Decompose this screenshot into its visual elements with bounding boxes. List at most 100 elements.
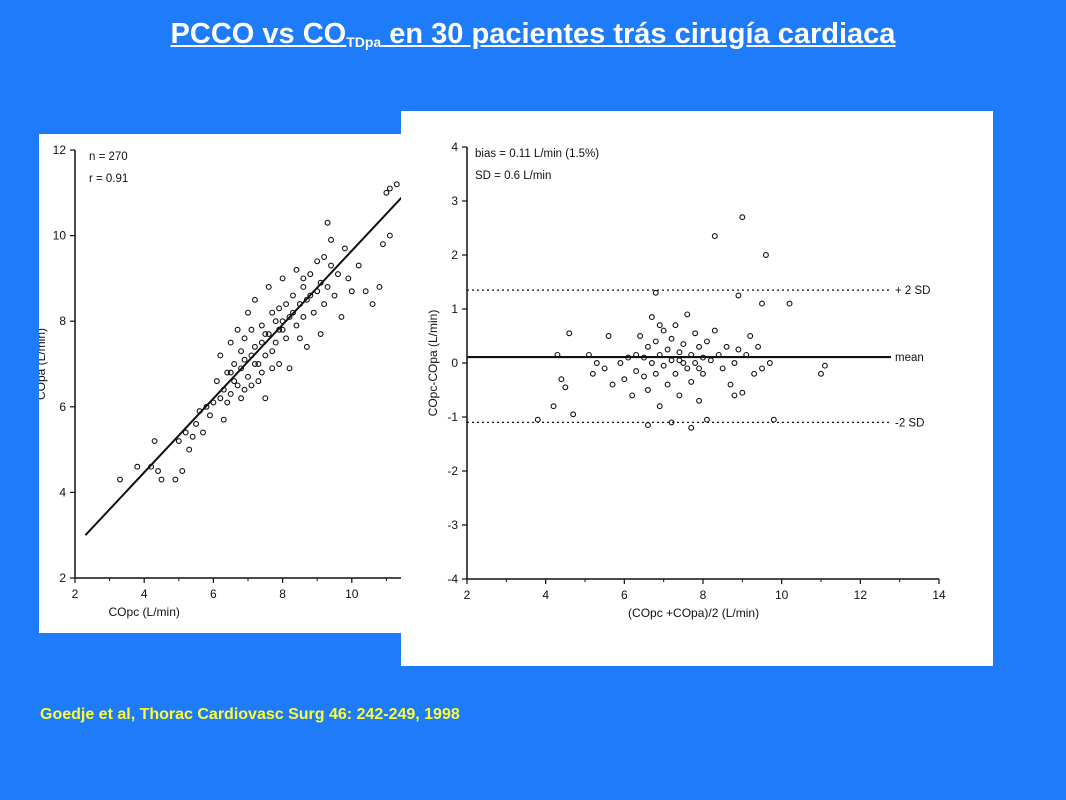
bland-altman-data-point bbox=[570, 411, 577, 418]
bland-altman-data-point bbox=[688, 424, 695, 431]
scatter-data-point bbox=[303, 343, 310, 350]
scatter-data-point bbox=[386, 232, 393, 239]
bland-altman-data-point bbox=[727, 381, 734, 388]
scatter-data-point bbox=[224, 399, 231, 406]
bland-altman-data-point bbox=[731, 392, 738, 399]
bland-altman-data-point bbox=[766, 360, 773, 366]
bland-altman-data-point bbox=[652, 370, 659, 377]
bland-altman-y-tick-label: -1 bbox=[447, 410, 458, 424]
scatter-data-point bbox=[272, 339, 279, 346]
scatter-data-point bbox=[234, 326, 241, 333]
scatter-data-point bbox=[248, 382, 255, 389]
bland-altman-data-point bbox=[566, 330, 573, 337]
scatter-data-point bbox=[296, 335, 303, 342]
scatter-data-point bbox=[155, 468, 161, 474]
bland-altman-data-point bbox=[751, 370, 758, 377]
bland-altman-data-point bbox=[601, 365, 608, 372]
bland-altman-data-point bbox=[644, 343, 651, 350]
scatter-x-tick-label: 6 bbox=[210, 587, 217, 601]
bland-altman-data-point bbox=[668, 357, 675, 364]
scatter-data-point bbox=[148, 463, 155, 470]
scatter-data-point bbox=[265, 331, 272, 337]
bland-altman-data-point bbox=[550, 403, 557, 410]
scatter-data-point bbox=[317, 279, 324, 286]
title-main: PCCO vs CO bbox=[170, 18, 347, 50]
scatter-data-point bbox=[193, 420, 200, 427]
scatter-data-point bbox=[227, 369, 234, 376]
scatter-data-point bbox=[328, 262, 334, 269]
bland-altman-data-point bbox=[562, 384, 569, 391]
bland-altman-data-point bbox=[739, 214, 746, 221]
bland-altman-data-point bbox=[593, 360, 600, 366]
bland-altman-data-point bbox=[664, 381, 671, 388]
bland-altman-data-point bbox=[676, 349, 683, 356]
scatter-data-point bbox=[269, 365, 276, 372]
bland-altman-data-point bbox=[703, 416, 710, 423]
bland-altman-data-point bbox=[625, 354, 632, 361]
bland-altman-data-point bbox=[759, 365, 765, 372]
scatter-x-axis-label: COpc (L/min) bbox=[109, 605, 180, 619]
scatter-data-point bbox=[369, 301, 376, 308]
bland-altman-data-point bbox=[534, 416, 541, 423]
bland-altman-data-point bbox=[644, 387, 651, 393]
bland-altman-reference-label: + 2 SD bbox=[895, 285, 930, 297]
bland-altman-data-point bbox=[621, 376, 628, 383]
scatter-data-point bbox=[317, 331, 324, 337]
bland-altman-y-tick-label: 3 bbox=[451, 194, 458, 208]
scatter-data-point bbox=[245, 373, 251, 380]
scatter-y-axis-label: COpa (L/min) bbox=[39, 328, 48, 400]
scatter-data-point bbox=[220, 386, 227, 393]
bland-altman-data-point bbox=[723, 343, 730, 350]
scatter-annotation: n = 270 bbox=[89, 151, 128, 163]
scatter-data-point bbox=[383, 189, 390, 196]
scatter-data-point bbox=[217, 395, 224, 402]
bland-altman-y-tick-label: -3 bbox=[447, 518, 458, 532]
scatter-data-point bbox=[245, 309, 251, 316]
scatter-data-point bbox=[175, 438, 182, 444]
scatter-data-point bbox=[314, 258, 321, 265]
bland-altman-reference-label: -2 SD bbox=[895, 417, 924, 429]
scatter-data-point bbox=[231, 378, 238, 385]
bland-altman-data-point bbox=[609, 381, 616, 388]
scatter-data-point bbox=[376, 284, 383, 290]
scatter-data-point bbox=[196, 408, 203, 415]
bland-altman-data-point bbox=[641, 373, 647, 380]
bland-altman-data-point bbox=[762, 252, 769, 258]
scatter-y-tick-label: 12 bbox=[53, 143, 67, 157]
scatter-x-tick-label: 8 bbox=[279, 587, 286, 601]
scatter-data-point bbox=[224, 369, 231, 376]
bland-altman-data-point bbox=[711, 327, 718, 334]
bland-altman-x-tick-label: 14 bbox=[932, 588, 946, 602]
scatter-data-point bbox=[355, 262, 362, 269]
scatter-data-point bbox=[248, 326, 255, 333]
scatter-data-point bbox=[283, 335, 290, 342]
bland-altman-data-point bbox=[759, 300, 765, 307]
scatter-data-point bbox=[172, 476, 179, 483]
bland-altman-data-point bbox=[719, 365, 726, 372]
bland-altman-chart-panel: 2 4 6 8 10 12 14 4 3 2 1 0 -1 -2 -3 -4 (COpc +COpa)/2 (L… bbox=[401, 111, 993, 666]
scatter-x-tick-label: 2 bbox=[72, 587, 79, 601]
bland-altman-x-tick-label: 6 bbox=[621, 588, 628, 602]
bland-altman-data-point bbox=[633, 368, 640, 375]
bland-altman-data-point bbox=[692, 330, 699, 337]
slide-title: PCCO vs COTDpa en 30 pacientes trás ciru… bbox=[0, 18, 1066, 51]
scatter-data-point bbox=[276, 361, 283, 367]
scatter-y-tick-label: 6 bbox=[59, 400, 66, 414]
scatter-data-point bbox=[206, 412, 213, 419]
bland-altman-y-tick-label: 0 bbox=[451, 356, 458, 370]
bland-altman-y-tick-label: -4 bbox=[447, 572, 458, 586]
bland-altman-data-point bbox=[707, 357, 714, 364]
scatter-data-point bbox=[345, 275, 352, 282]
scatter-data-point bbox=[321, 254, 328, 260]
scatter-data-point bbox=[338, 313, 345, 320]
scatter-data-point bbox=[238, 348, 245, 355]
bland-altman-x-tick-label: 8 bbox=[700, 588, 707, 602]
scatter-y-tick-label: 4 bbox=[59, 485, 66, 499]
scatter-data-point bbox=[276, 305, 283, 312]
scatter-x-tick-label: 10 bbox=[345, 587, 359, 601]
scatter-data-point bbox=[241, 335, 248, 342]
scatter-y-tick-label: 2 bbox=[59, 571, 66, 585]
scatter-data-point bbox=[348, 288, 355, 295]
scatter-data-point bbox=[296, 301, 303, 308]
scatter-data-point bbox=[262, 331, 269, 337]
